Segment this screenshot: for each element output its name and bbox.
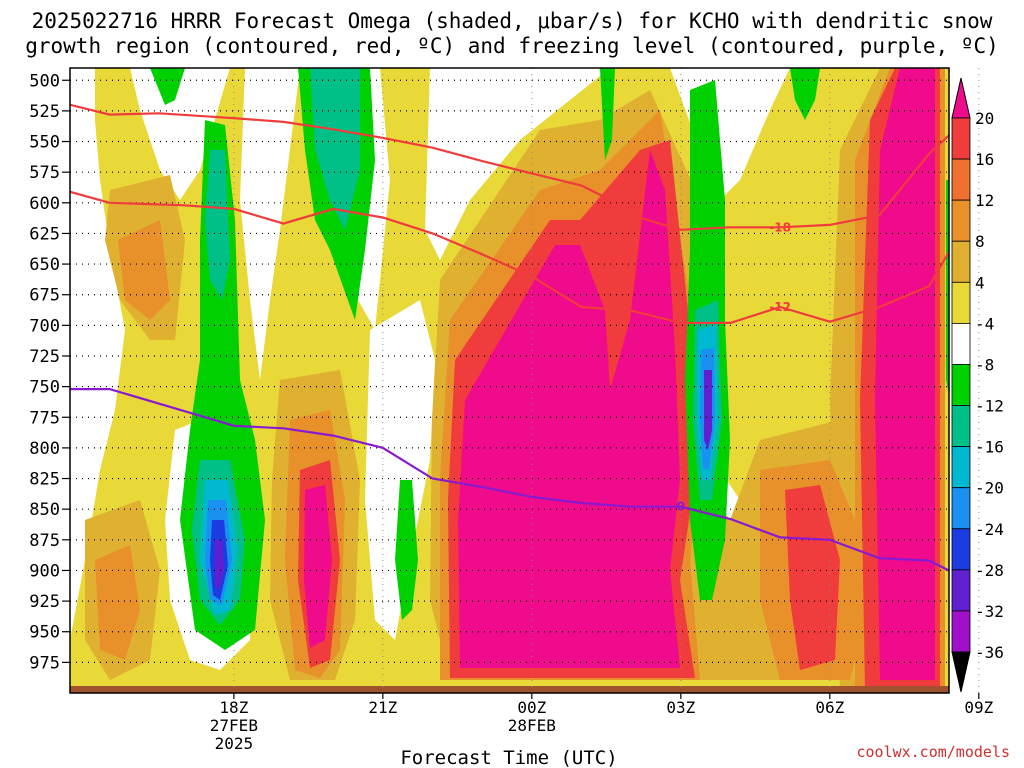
contour-lines xyxy=(70,103,949,572)
y-tick-label: 625 xyxy=(29,224,60,244)
contour-labels: -18 -12 0 xyxy=(677,220,791,513)
y-tick-label: 550 xyxy=(29,133,60,153)
x-tick-label: 28FEB xyxy=(508,716,556,735)
colorbar-label: -12 xyxy=(975,397,1004,416)
y-tick-label: 775 xyxy=(29,408,60,428)
x-tick-label: 27FEB xyxy=(210,716,258,735)
colorbar-swatch xyxy=(951,281,971,324)
y-tick-label: 700 xyxy=(29,316,60,336)
colorbar-swatch xyxy=(951,117,971,160)
y-tick-label: 850 xyxy=(29,500,60,520)
chart-title-line-2: growth region (contoured, red, ºC) and f… xyxy=(25,34,999,58)
colorbar-top-arrow xyxy=(951,77,971,119)
colorbar-label: -8 xyxy=(975,355,994,374)
colorbar-label: 8 xyxy=(975,232,985,251)
y-tick-label: 650 xyxy=(29,255,60,275)
colorbar-swatch xyxy=(951,446,971,489)
colorbar-swatch xyxy=(951,528,971,571)
dendritic-growth-contour-label: -18 xyxy=(769,220,791,234)
y-tick-label: 675 xyxy=(29,286,60,306)
y-tick-label: 600 xyxy=(29,194,60,214)
dendritic-growth-contour xyxy=(70,190,949,324)
dendritic-growth-contour xyxy=(70,103,949,231)
colorbar-label: -32 xyxy=(975,602,1004,621)
colorbar-label: -36 xyxy=(975,643,1004,662)
y-tick-label: 925 xyxy=(29,592,60,612)
x-axis-label: Forecast Time (UTC) xyxy=(400,747,617,768)
credit-text: coolwx.com/models xyxy=(856,743,1010,761)
y-tick-label: 500 xyxy=(29,71,60,91)
colorbar-swatch xyxy=(951,487,971,530)
colorbar-label: 4 xyxy=(975,273,985,292)
y-tick-label: 800 xyxy=(29,439,60,459)
colorbar-label: 20 xyxy=(975,109,994,128)
x-tick-label: 00Z xyxy=(517,698,546,717)
colorbar-label: -20 xyxy=(975,479,1004,498)
colorbar-swatch xyxy=(951,610,971,653)
x-tick-label: 18Z xyxy=(219,698,248,717)
y-tick-label: 900 xyxy=(29,561,60,581)
y-axis-ticks: 500 525 550 575 600 625 650 675 700 725 750 775 800 8… xyxy=(29,71,70,673)
colorbar-swatch xyxy=(951,240,971,283)
colorbar-label: 16 xyxy=(975,150,994,169)
y-tick-label: 975 xyxy=(29,653,60,673)
colorbar-swatch xyxy=(951,405,971,448)
time-gridlines xyxy=(233,68,980,693)
colorbar-swatch xyxy=(951,158,971,201)
y-tick-label: 750 xyxy=(29,378,60,398)
omega-shading xyxy=(70,68,949,693)
y-tick-label: 525 xyxy=(29,102,60,122)
colorbar-swatch xyxy=(951,199,971,242)
x-tick-label: 06Z xyxy=(815,698,844,717)
freezing-level-contour-label: 0 xyxy=(677,500,685,514)
x-tick-label: 21Z xyxy=(368,698,397,717)
freezing-level-contour xyxy=(70,388,949,572)
colorbar-label: -16 xyxy=(975,438,1004,457)
y-tick-label: 825 xyxy=(29,470,60,490)
colorbar-bottom-arrow xyxy=(951,651,971,693)
y-tick-label: 725 xyxy=(29,347,60,367)
colorbar-label: -4 xyxy=(975,314,994,333)
chart-title-line-1: 2025022716 HRRR Forecast Omega (shaded, … xyxy=(31,9,993,33)
colorbar-label: -28 xyxy=(975,561,1004,580)
x-tick-label: 09Z xyxy=(964,698,993,717)
y-tick-label: 875 xyxy=(29,531,60,551)
y-tick-label: 950 xyxy=(29,623,60,643)
colorbar-swatch xyxy=(951,322,971,365)
plot-frame xyxy=(69,67,950,694)
x-tick-label: 2025 xyxy=(215,734,254,753)
y-tick-label: 575 xyxy=(29,163,60,183)
colorbar-label: -24 xyxy=(975,520,1004,539)
dendritic-growth-contour-label: -12 xyxy=(769,300,791,314)
colorbar-label: 12 xyxy=(975,191,994,210)
colorbar-swatch xyxy=(951,364,971,406)
colorbar-swatch xyxy=(951,569,971,612)
x-tick-label: 03Z xyxy=(666,698,695,717)
pressure-gridlines xyxy=(70,79,949,663)
colorbar: 20 16 12 8 4 -4 -8 -12 -16 -20 -24 -28 -32 -36 xyxy=(951,77,1004,693)
